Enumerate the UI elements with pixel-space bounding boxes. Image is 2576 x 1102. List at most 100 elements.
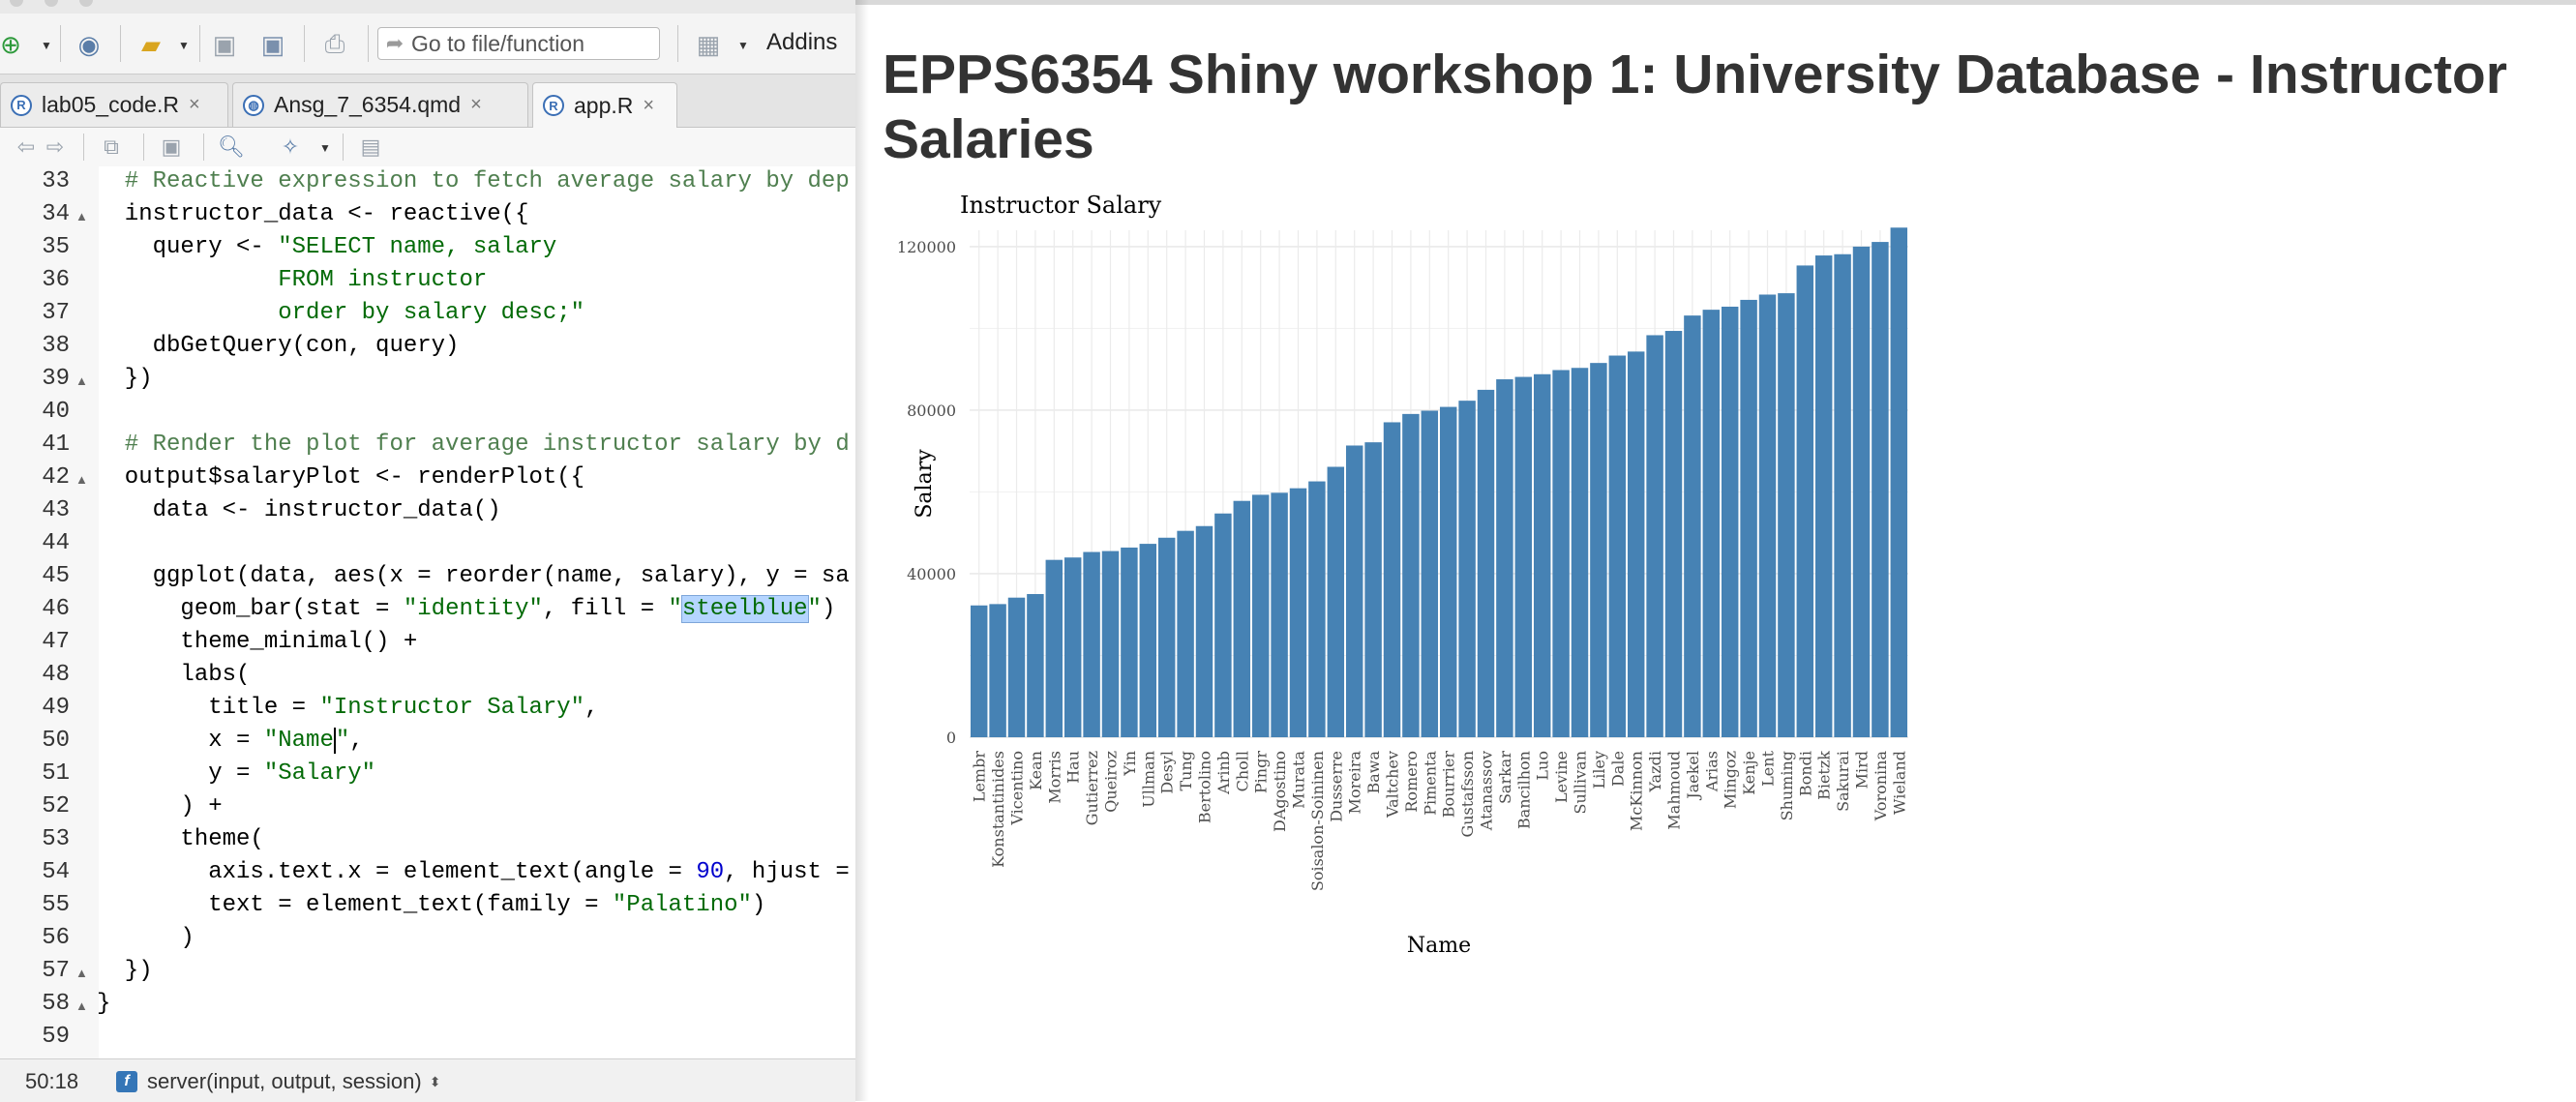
print-icon[interactable]: ⎙ [324, 29, 345, 58]
close-tab-icon[interactable]: × [470, 94, 482, 115]
code-tools-wand-icon[interactable]: ✧ [281, 134, 300, 159]
code-line[interactable]: dbGetQuery(con, query) [97, 333, 460, 359]
find-replace-icon[interactable]: 🔍︎ [218, 134, 245, 159]
code-line[interactable]: y = "Salary" [97, 760, 375, 787]
x-tick-label: Lembr [971, 751, 989, 803]
x-tick-label: Sullivan [1572, 751, 1590, 815]
code-line[interactable]: query <- "SELECT name, salary [97, 234, 557, 260]
editor-tab-label: lab05_code.R [42, 92, 179, 117]
new-file-dropdown-icon[interactable]: ▼ [41, 39, 52, 52]
code-line[interactable]: # Render the plot for average instructor… [97, 432, 850, 458]
code-tools-dropdown-icon[interactable]: ▼ [319, 141, 331, 155]
go-to-file-box[interactable]: ➦ [377, 27, 660, 60]
new-project-icon[interactable]: ◉ [77, 29, 101, 59]
code-token: " [333, 728, 350, 754]
code-line[interactable]: data <- instructor_data() [97, 497, 501, 523]
compile-report-icon[interactable]: ▤ [360, 134, 381, 159]
code-editor[interactable]: 33 34 ▲ 35 36 37 38 39 ▲ 40 41 42 ▲ 43 44 45 46 47 48 49 50 5… [0, 166, 855, 1058]
bar [1646, 335, 1663, 737]
code-line[interactable]: title = "Instructor Salary", [97, 695, 598, 721]
function-navigator[interactable]: f server(input, output, session) ⬍ [116, 1069, 440, 1094]
addins-menu[interactable]: Addins [766, 29, 838, 55]
x-tick-label: Queiroz [1102, 751, 1121, 813]
code-token: # Render the plot for average instructor… [97, 432, 850, 458]
code-token: theme( [97, 826, 264, 852]
x-tick-label: Konstantinides [989, 751, 1007, 868]
back-icon[interactable]: ⇦ [16, 134, 36, 159]
bar [1702, 310, 1721, 737]
window-minimize-button[interactable] [45, 0, 58, 7]
code-line[interactable]: axis.text.x = element_text(angle = 90, h… [97, 859, 850, 885]
code-line[interactable]: ) [97, 925, 195, 951]
go-to-arrow-icon: ➦ [385, 31, 404, 55]
code-token: labs( [97, 662, 251, 688]
close-tab-icon[interactable]: × [188, 94, 200, 115]
bar [1834, 253, 1851, 737]
code-line[interactable]: }) [97, 366, 153, 392]
save-all-icon[interactable]: ▣ [260, 29, 285, 59]
fold-toggle-icon[interactable]: ▲ [75, 998, 88, 1013]
line-number: 43 [42, 497, 70, 523]
y-tick-label: 40000 [907, 565, 956, 583]
open-file-icon[interactable]: ▰ [141, 29, 161, 59]
code-line[interactable]: output$salaryPlot <- renderPlot({ [97, 464, 584, 491]
code-line[interactable]: } [97, 991, 110, 1017]
fold-toggle-icon[interactable]: ▲ [75, 373, 88, 388]
code-line[interactable]: FROM instructor [97, 267, 487, 293]
fold-toggle-icon[interactable]: ▲ [75, 472, 88, 487]
close-tab-icon[interactable]: × [643, 94, 655, 116]
go-to-file-input[interactable] [411, 30, 644, 57]
save-icon[interactable]: ▣ [212, 29, 237, 59]
editor-save-icon[interactable]: ▣ [161, 134, 182, 159]
code-line[interactable]: labs( [97, 662, 250, 688]
code-line[interactable]: # Reactive expression to fetch average s… [97, 168, 850, 194]
code-line[interactable]: ggplot(data, aes(x = reorder(name, salar… [97, 563, 850, 589]
bar [1364, 442, 1382, 737]
code-token: ) + [97, 793, 223, 819]
x-tick-label: Romero [1402, 751, 1421, 813]
code-token: "Palatino" [612, 892, 752, 918]
workspace-panes-dropdown-icon[interactable]: ▼ [737, 39, 749, 52]
bar [1458, 401, 1476, 737]
code-line[interactable]: order by salary desc;" [97, 300, 584, 326]
code-token: ) [97, 925, 195, 951]
bar [1778, 293, 1795, 737]
code-line[interactable]: theme( [97, 826, 264, 852]
x-tick-label: DAgostino [1271, 751, 1289, 832]
code-line[interactable]: ) + [97, 793, 223, 819]
show-in-window-icon[interactable]: ⧉ [104, 134, 119, 159]
code-line[interactable]: instructor_data <- reactive({ [97, 201, 529, 227]
x-tick-label: Sakurai [1834, 751, 1852, 812]
forward-icon[interactable]: ⇨ [45, 134, 65, 159]
fold-toggle-icon[interactable]: ▲ [75, 966, 88, 980]
window-close-button[interactable] [10, 0, 23, 7]
editor-tab[interactable]: ◍ Ansg_7_6354.qmd × [232, 82, 528, 127]
bar [1195, 525, 1213, 737]
salary-plot: 0 40000 80000 120000 Lembr Konstantinides Vice… [897, 192, 1908, 958]
code-token: theme_minimal() + [97, 629, 418, 655]
fold-toggle-icon[interactable]: ▲ [75, 209, 88, 223]
code-line[interactable]: }) [97, 958, 153, 984]
code-line[interactable]: text = element_text(family = "Palatino") [97, 892, 765, 918]
workspace-panes-icon[interactable]: ▦ [696, 29, 721, 59]
bar [1214, 513, 1232, 737]
code-token: "SELECT name, salary [278, 234, 557, 260]
bar [1852, 246, 1871, 737]
open-file-dropdown-icon[interactable]: ▼ [178, 39, 190, 52]
quarto-file-icon: ◍ [243, 94, 264, 116]
bar [1664, 331, 1683, 737]
x-tick-label: Wieland [1890, 751, 1908, 815]
code-line[interactable]: x = "Name", [97, 728, 364, 754]
code-line[interactable]: geom_bar(stat = "identity", fill = "stee… [97, 595, 835, 623]
x-tick-label: Soisalon-Soininen [1308, 751, 1327, 891]
x-tick-label: Jaekel [1684, 751, 1702, 801]
code-line[interactable]: theme_minimal() + [97, 629, 417, 655]
x-tick-label: Liley [1590, 751, 1608, 789]
r-file-icon: R [11, 94, 32, 116]
line-number: 51 [42, 760, 70, 787]
window-zoom-button[interactable] [79, 0, 93, 7]
x-tick-label: Morris [1045, 751, 1063, 804]
new-file-icon[interactable]: ⊕ [0, 29, 21, 59]
